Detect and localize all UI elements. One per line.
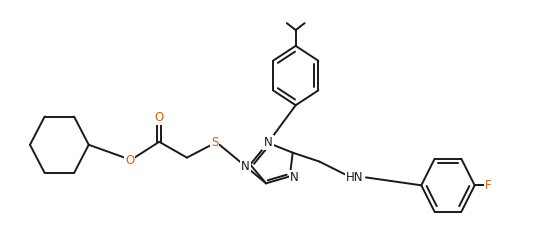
Text: N: N xyxy=(264,136,272,149)
Text: S: S xyxy=(211,136,218,149)
Text: HN: HN xyxy=(346,171,364,184)
Text: N: N xyxy=(241,160,250,173)
Text: F: F xyxy=(485,179,492,192)
Text: N: N xyxy=(291,171,299,184)
Text: O: O xyxy=(154,111,164,124)
Text: O: O xyxy=(125,154,134,167)
